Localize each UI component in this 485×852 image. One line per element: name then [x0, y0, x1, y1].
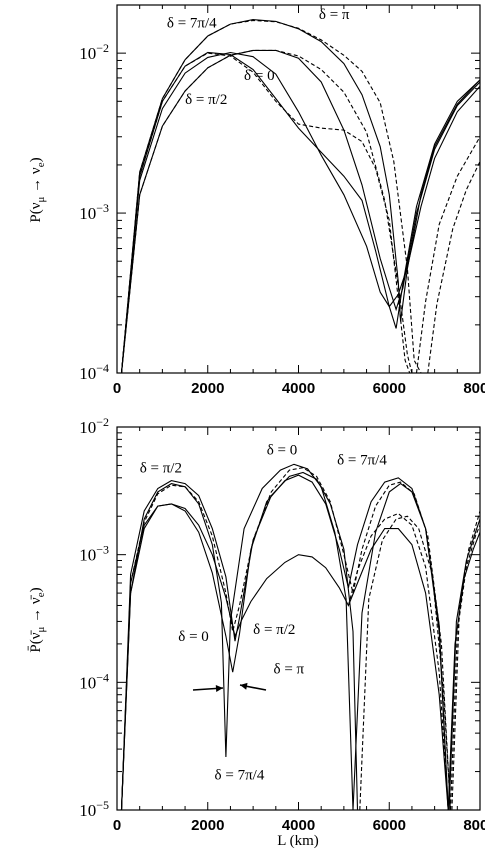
top-delta-annotation: δ = 7π/4: [167, 15, 217, 31]
bottom-x-tick-label: 2000: [191, 817, 224, 834]
top-series-0-line: [120, 19, 481, 374]
top-series-7-line: [415, 136, 481, 374]
bottom-delta-annotation: δ = 0: [267, 442, 298, 458]
bottom-series-0-line: [120, 463, 354, 811]
bottom-panel-y-axis-title: P̄(ν̄μ → ν̄e): [28, 587, 47, 652]
bottom-delta-annotation: δ = 7π/4: [337, 452, 387, 468]
bottom-delta-annotation: δ = π: [274, 662, 305, 678]
bottom-series-3-line: [120, 474, 449, 811]
bottom-y-tick-label: 10−5: [79, 798, 109, 820]
bottom-series-7-line: [347, 512, 449, 811]
bottom-panel-frame: [116, 426, 481, 811]
bottom-series-2-line: [120, 503, 449, 811]
bottom-series-6-line: [359, 515, 452, 811]
bottom-panel-labels: 0 2000 4000 6000 8000 10−2 10−3 10−4 10−5 δ = π/2…: [79, 415, 485, 834]
bottom-x-tick-label: 0: [113, 817, 121, 834]
top-panel-labels: 0 2000 4000 6000 8000 10−2 10−3 10−4 δ = 7π/4 δ =…: [79, 7, 485, 397]
top-x-tick-label: 8000: [463, 380, 485, 397]
bottom-x-tick-label: 8000: [463, 817, 485, 834]
bottom-delta-annotation: δ = 7π/4: [215, 768, 265, 784]
top-series-2-line: [120, 51, 481, 374]
bottom-x-tick-label: 4000: [282, 817, 315, 834]
annotation-arrow-head: [215, 684, 223, 692]
bottom-panel-ticks: [116, 426, 481, 811]
top-y-tick-label: 10−2: [79, 41, 109, 63]
top-panel-neutrino-chart: 0 2000 4000 6000 8000 10−2 10−3 10−4 δ = 7π/4 δ =…: [28, 4, 485, 397]
top-y-tick-label: 10−3: [79, 201, 109, 223]
top-x-tick-label: 6000: [373, 380, 406, 397]
top-series-1-line: [120, 19, 422, 374]
bottom-y-tick-label: 10−2: [79, 415, 109, 437]
top-y-tick-label: 10−4: [79, 361, 109, 383]
top-x-tick-label: 4000: [282, 380, 315, 397]
top-series-6-line: [120, 49, 413, 374]
bottom-panel-curves: [120, 463, 481, 811]
x-axis-title: L (km): [277, 833, 319, 849]
bottom-y-tick-label: 10−4: [79, 670, 109, 692]
bottom-delta-annotation: δ = π/2: [140, 461, 182, 477]
bottom-panel-antineutrino-chart: 0 2000 4000 6000 8000 10−2 10−3 10−4 10−5 δ = π/2…: [28, 415, 485, 849]
top-panel-curves: [120, 19, 481, 374]
bottom-series-8-line: [447, 531, 481, 811]
bottom-delta-annotation: δ = π/2: [253, 622, 295, 638]
top-panel-ticks: [116, 4, 481, 374]
top-delta-annotation: δ = π: [319, 7, 350, 23]
annotation-arrow-head: [240, 682, 248, 690]
top-series-5-line: [120, 49, 481, 374]
top-panel-y-axis-title: P(νμ → νe): [28, 157, 47, 222]
bottom-delta-annotation: δ = 0: [178, 629, 209, 645]
top-x-tick-label: 2000: [191, 380, 224, 397]
bottom-series-4-line: [120, 467, 452, 811]
bottom-x-tick-label: 6000: [373, 817, 406, 834]
top-series-4-line: [120, 52, 411, 374]
top-x-tick-label: 0: [113, 380, 121, 397]
bottom-y-tick-label: 10−3: [79, 543, 109, 565]
top-series-8-line: [427, 161, 481, 374]
top-delta-annotation: δ = 0: [244, 68, 275, 84]
bottom-series-1-line: [120, 471, 359, 811]
top-delta-annotation: δ = π/2: [185, 92, 227, 108]
top-series-3-line: [120, 51, 481, 374]
